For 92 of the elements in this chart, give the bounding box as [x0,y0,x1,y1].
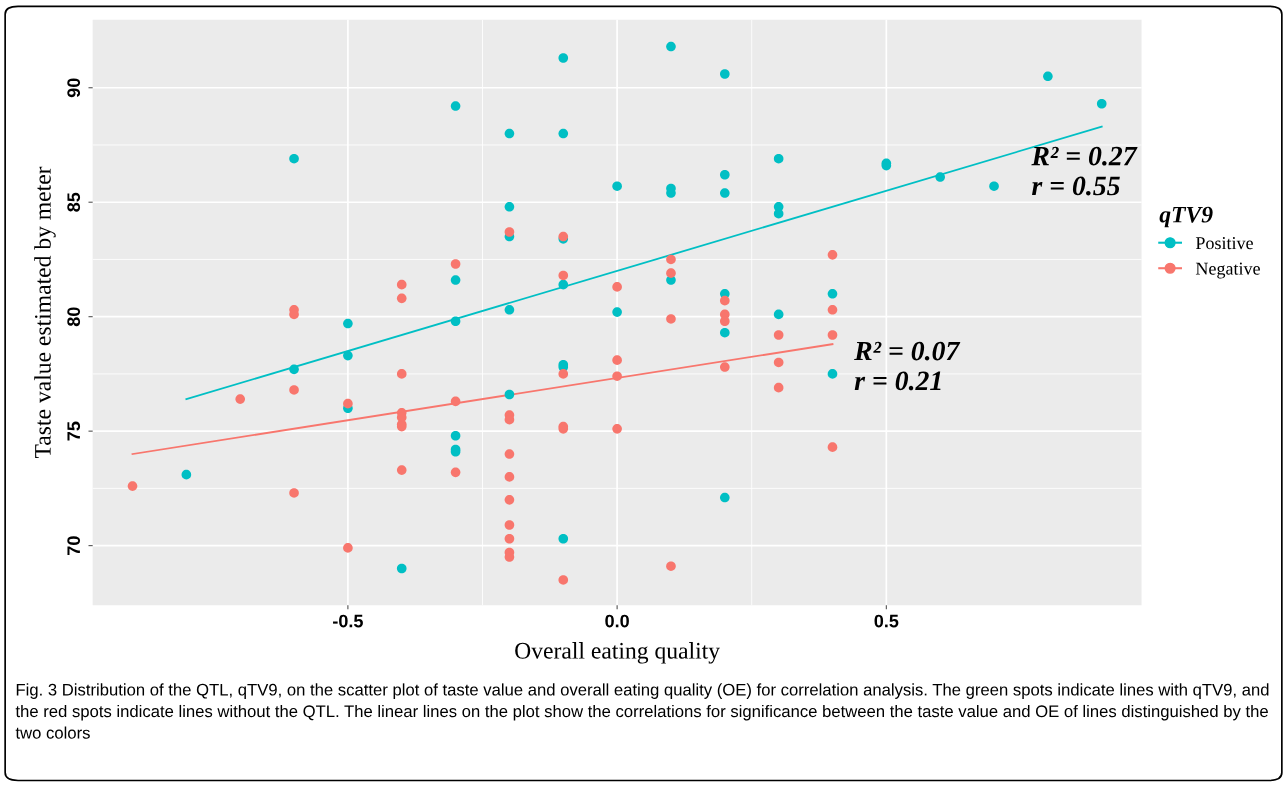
point [558,533,569,544]
point [720,69,730,79]
point [504,305,515,315]
point [558,270,569,281]
legend-label: Positive [1195,237,1253,250]
point [450,316,461,327]
point [773,153,784,164]
point [450,101,461,111]
point [289,153,299,164]
point [558,53,569,63]
point [773,309,784,320]
legend-title: qTV9 [1159,206,1213,228]
point [773,357,784,368]
point [720,316,730,327]
point [396,293,407,304]
point [396,369,407,379]
point [504,389,515,400]
caption: Fig. 3 Distribution of the QTL, qTV9, on the scatter plot of taste value and overall eating quality (OE) for correlation analysis. The green spots indicate lines with qTV9, and the red spots indicate lines without the QTL. The linear lines on the plot show the correlations for significance between the taste value and OE of lines distinguished by the two colors [15,683,1269,739]
point [612,307,622,317]
point [827,442,838,452]
point [720,188,730,198]
point [235,394,246,404]
x-tick-label: 0.5 [874,614,899,628]
point [827,369,838,379]
point [504,449,515,459]
point [612,282,622,292]
point [612,371,622,382]
y-tick-label: 90 [67,78,81,98]
point [343,543,353,553]
point [450,275,461,285]
point [666,268,676,278]
point [720,295,730,306]
point [450,396,461,407]
point [666,314,676,324]
point [773,330,784,340]
point [289,385,299,395]
point [450,259,461,269]
point [1096,98,1107,109]
point [504,520,515,530]
point [666,41,676,52]
point [612,181,622,191]
point [827,288,838,299]
point [989,181,999,191]
annotation: r = 0.55 [1032,176,1120,196]
point [450,467,461,478]
point [181,469,192,480]
point [1043,71,1053,82]
point [289,364,299,375]
point [558,575,569,585]
point [827,250,838,260]
point [827,330,838,340]
annotation: R² = 0.07 [854,341,961,361]
point [504,495,515,505]
point [827,305,838,315]
point [773,382,784,393]
point [935,172,945,182]
point [504,227,515,237]
point [504,472,515,482]
x-tick-label: 0.0 [605,614,629,628]
y-tick-label: 80 [67,307,81,327]
point [720,492,730,503]
point [558,369,569,379]
point [127,481,138,491]
point [504,128,515,139]
x-axis-title: Overall eating quality [515,642,720,664]
point [396,465,407,475]
point [720,169,730,180]
x-tick-label: -0.5 [333,614,363,628]
point [720,362,730,372]
y-tick-label: 75 [67,421,81,441]
y-tick-label: 85 [67,192,81,212]
point [504,533,515,544]
point [558,279,569,290]
point [343,350,353,361]
y-tick-label: 70 [67,536,81,555]
point [289,488,299,498]
point [720,327,730,338]
y-axis-title: Taste value estimated by meter [34,166,56,459]
point [666,561,676,572]
point [504,201,515,212]
point [612,424,622,434]
legend-label: Negative [1195,262,1260,279]
annotation: r = 0.21 [854,371,941,391]
point [343,398,353,409]
point [343,318,353,329]
annotation: R² = 0.27 [1031,146,1138,166]
point [450,430,461,441]
point [666,254,676,265]
point [558,128,569,139]
point [612,355,622,365]
point [396,279,407,290]
point [396,563,407,574]
